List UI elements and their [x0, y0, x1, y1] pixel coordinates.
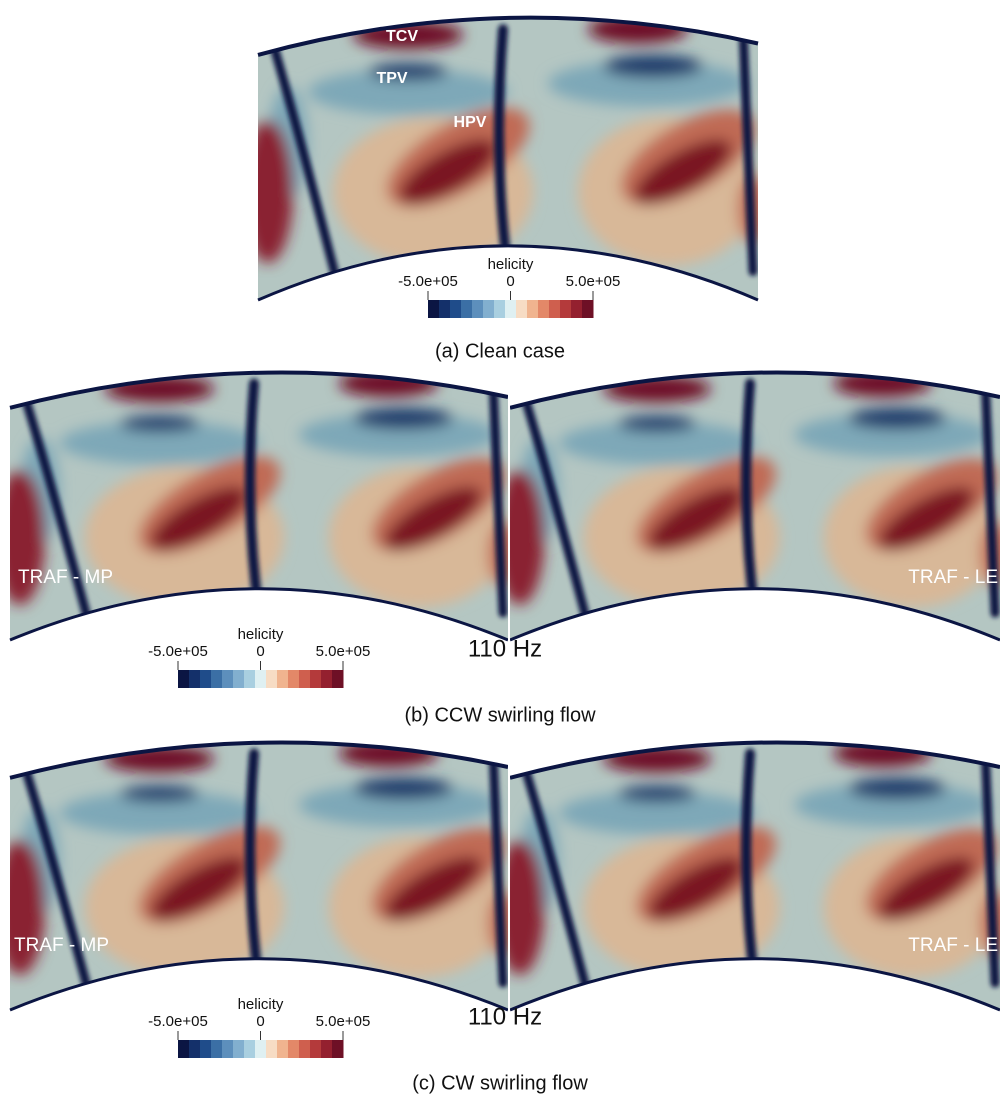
colorbar-swatch [299, 670, 311, 688]
colorbar-swatch [310, 670, 322, 688]
colorbar-title: helicity [238, 626, 284, 643]
colorbar-swatch [244, 670, 256, 688]
colorbar-title: helicity [488, 256, 534, 273]
colorbar-swatch [516, 300, 528, 318]
colorbar-swatch [450, 300, 462, 318]
colorbar-swatch [277, 1040, 289, 1058]
colorbar-swatch [200, 1040, 212, 1058]
colorbar-tick-label: 0 [256, 1013, 264, 1030]
colorbar: helicity -5.0e+05 0 5.0e+05 [148, 996, 370, 1058]
frequency-label: 110 Hz [468, 635, 542, 662]
colorbar-swatch [310, 1040, 322, 1058]
colorbar-tick-label: 5.0e+05 [566, 273, 621, 290]
colorbar-swatch [189, 1040, 201, 1058]
colorbar-swatch [549, 300, 561, 318]
colorbar-swatch [266, 1040, 278, 1058]
colorbar-swatch [277, 670, 289, 688]
colorbar-swatch [233, 670, 245, 688]
colorbar-swatch [582, 300, 594, 318]
colorbar-tick-label: 5.0e+05 [316, 643, 371, 660]
vortex-region [603, 55, 703, 78]
colorbar-swatch [321, 1040, 333, 1058]
vortex-region [618, 416, 696, 432]
colorbar-swatch [288, 670, 300, 688]
vortex-region [243, 120, 293, 263]
colorbar-swatch [527, 300, 539, 318]
colorbar: helicity -5.0e+05 0 5.0e+05 [398, 256, 620, 318]
colorbar-title: helicity [238, 996, 284, 1013]
colorbar-swatch [222, 670, 234, 688]
colorbar-swatch [211, 1040, 223, 1058]
colorbar-swatch [255, 1040, 267, 1058]
case-label: TRAF - LE [908, 935, 998, 956]
colorbar-swatch [178, 1040, 190, 1058]
case-label: TRAF - MP [18, 567, 113, 588]
vortex-region [354, 778, 454, 800]
colorbar-swatch [439, 300, 451, 318]
colorbar-swatch [560, 300, 572, 318]
caption: (a) Clean case [435, 340, 565, 362]
caption: (c) CW swirling flow [412, 1072, 588, 1094]
contour-fields [0, 0, 1000, 1037]
annotation: TPV [376, 70, 407, 87]
colorbar-swatch [494, 300, 506, 318]
colorbar-swatch [461, 300, 473, 318]
colorbar-swatch [200, 670, 212, 688]
case-label: TRAF - LE [908, 567, 998, 588]
vortex-region [120, 786, 200, 802]
colorbar-swatch [222, 1040, 234, 1058]
colorbar-tick-label: -5.0e+05 [148, 643, 208, 660]
vortex-region [848, 408, 946, 430]
colorbar: helicity -5.0e+05 0 5.0e+05 [148, 626, 370, 688]
annotation: HPV [454, 114, 487, 131]
colorbar-swatch [321, 670, 333, 688]
colorbar-swatch [255, 670, 267, 688]
colorbar-tick-label: 0 [506, 273, 514, 290]
vortex-region [618, 786, 696, 802]
colorbar-swatch [189, 670, 201, 688]
colorbar-swatch [244, 1040, 256, 1058]
frequency-label: 110 Hz [468, 1003, 542, 1030]
annotation: TCV [386, 28, 418, 45]
colorbar-swatch [178, 670, 190, 688]
colorbar-swatch [233, 1040, 245, 1058]
colorbar-swatch [428, 300, 440, 318]
colorbar-swatch [266, 670, 278, 688]
colorbar-swatch [538, 300, 550, 318]
colorbar-swatch [472, 300, 484, 318]
colorbar-swatch [211, 670, 223, 688]
colorbar-swatch [571, 300, 583, 318]
colorbar-swatch [483, 300, 495, 318]
colorbar-tick-label: 5.0e+05 [316, 1013, 371, 1030]
colorbar-swatch [332, 670, 344, 688]
colorbar-tick-label: -5.0e+05 [398, 273, 458, 290]
figure: TCV TPV HPV (a) Clean case TRAF - MP TRAF - L… [0, 0, 1000, 1098]
colorbar-tick-label: 0 [256, 643, 264, 660]
colorbar-swatch [288, 1040, 300, 1058]
colorbar-swatch [299, 1040, 311, 1058]
colorbar-tick-label: -5.0e+05 [148, 1013, 208, 1030]
caption: (b) CCW swirling flow [404, 704, 596, 726]
case-label: TRAF - MP [14, 935, 109, 956]
vortex-region [354, 408, 454, 430]
page: {"panels": [ {"caption": "(a) Clean case… [0, 0, 1000, 1103]
vortex-region [848, 778, 946, 800]
vortex-region [120, 416, 200, 432]
colorbar-swatch [332, 1040, 344, 1058]
colorbar-swatch [505, 300, 517, 318]
